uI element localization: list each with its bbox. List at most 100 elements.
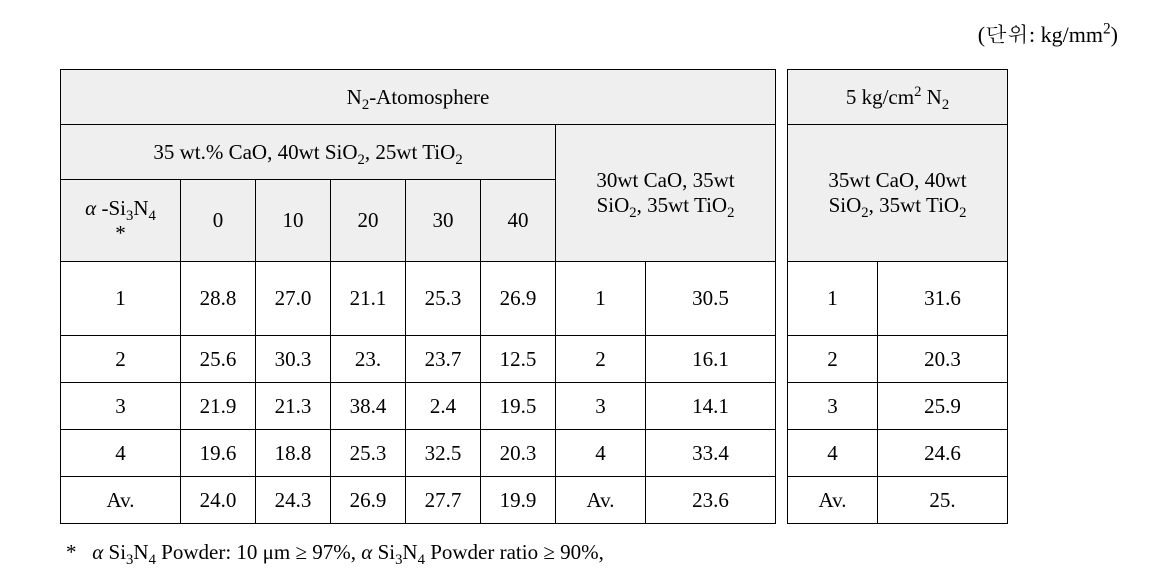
comp3-a: 35wt CaO, 40wt xyxy=(828,168,966,192)
fn-p3: Powder: 10 xyxy=(156,540,263,564)
col-30: 30 xyxy=(406,180,481,262)
comp1-s2: 2 xyxy=(455,152,462,168)
row-label: 2 xyxy=(556,336,646,383)
spacer xyxy=(776,70,788,524)
si3n4-b: N xyxy=(133,196,148,220)
hdr-alpha-si3n4: α -Si3N4 * xyxy=(61,180,181,262)
cell: 33.4 xyxy=(646,430,776,477)
unit-label: (단위: kg/mm2) xyxy=(60,18,1120,49)
cell: 38.4 xyxy=(331,383,406,430)
hdr-comp1: 35 wt.% CaO, 40wt SiO2, 25wt TiO2 xyxy=(61,125,556,180)
comp1-b: , 25wt TiO xyxy=(365,140,455,164)
fn-s4b: 4 xyxy=(418,552,425,568)
fn-star: * xyxy=(66,540,77,564)
comp3-b: SiO xyxy=(829,193,862,217)
cell: 27.7 xyxy=(406,477,481,524)
fn-mu: μ xyxy=(263,540,274,564)
star: * xyxy=(115,221,126,245)
fn-alpha1: α xyxy=(92,540,103,564)
table-row: 1 28.8 27.0 21.1 25.3 26.9 1 30.5 1 31.6 xyxy=(61,262,1008,336)
comp1-s1: 2 xyxy=(358,152,365,168)
fn-alpha2: α xyxy=(361,540,372,564)
col-0: 0 xyxy=(181,180,256,262)
col-20: 20 xyxy=(331,180,406,262)
fn-p2: N xyxy=(133,540,148,564)
fn-p4: m ≥ 97%, xyxy=(274,540,361,564)
cell: 23.7 xyxy=(406,336,481,383)
hdr-pressure: 5 kg/cm2 N2 xyxy=(788,70,1008,125)
hdr-n2-a: N xyxy=(347,85,362,109)
comp2-s2: 2 xyxy=(727,205,734,221)
cell: 16.1 xyxy=(646,336,776,383)
cell: 20.3 xyxy=(878,336,1008,383)
comp2-b: SiO xyxy=(597,193,630,217)
cell: 12.5 xyxy=(481,336,556,383)
row-label: Av. xyxy=(61,477,181,524)
si3n4-s4: 4 xyxy=(148,208,155,224)
cell: 24.0 xyxy=(181,477,256,524)
fn-s4a: 4 xyxy=(149,552,156,568)
row-label: 4 xyxy=(61,430,181,477)
hdr-p-mid: N xyxy=(921,85,941,109)
cell: 27.0 xyxy=(256,262,331,336)
hdr-n2-suf: -Atomosphere xyxy=(369,85,489,109)
unit-sup: 2 xyxy=(1103,21,1111,38)
cell: 32.5 xyxy=(406,430,481,477)
cell: 26.9 xyxy=(331,477,406,524)
cell: 23.6 xyxy=(646,477,776,524)
cell: 31.6 xyxy=(878,262,1008,336)
cell: 25.9 xyxy=(878,383,1008,430)
cell: 30.3 xyxy=(256,336,331,383)
row-label: 1 xyxy=(61,262,181,336)
cell: 25. xyxy=(878,477,1008,524)
si3n4-a: -Si xyxy=(96,196,126,220)
row-label: 1 xyxy=(788,262,878,336)
unit-suffix: ) xyxy=(1111,22,1118,47)
cell: 26.9 xyxy=(481,262,556,336)
table-row: 3 21.9 21.3 38.4 2.4 19.5 3 14.1 3 25.9 xyxy=(61,383,1008,430)
cell: 21.1 xyxy=(331,262,406,336)
table-row: 4 19.6 18.8 25.3 32.5 20.3 4 33.4 4 24.6 xyxy=(61,430,1008,477)
fn-p6: N xyxy=(402,540,417,564)
cell: 21.3 xyxy=(256,383,331,430)
hdr-p-a: 5 kg/cm xyxy=(846,85,914,109)
comp1-a: 35 wt.% CaO, 40wt SiO xyxy=(153,140,357,164)
row-label: 1 xyxy=(556,262,646,336)
cell: 21.9 xyxy=(181,383,256,430)
cell: 28.8 xyxy=(181,262,256,336)
row-label: 4 xyxy=(788,430,878,477)
cell: 19.9 xyxy=(481,477,556,524)
cell: 19.5 xyxy=(481,383,556,430)
cell: 19.6 xyxy=(181,430,256,477)
table-row: Av. 24.0 24.3 26.9 27.7 19.9 Av. 23.6 Av… xyxy=(61,477,1008,524)
cell: 30.5 xyxy=(646,262,776,336)
col-40: 40 xyxy=(481,180,556,262)
row-label: 4 xyxy=(556,430,646,477)
row-label: 3 xyxy=(61,383,181,430)
alpha: α xyxy=(85,196,96,220)
fn-p5: Si xyxy=(372,540,395,564)
row-label: Av. xyxy=(556,477,646,524)
col-10: 10 xyxy=(256,180,331,262)
row-label: Av. xyxy=(788,477,878,524)
comp2-a: 30wt CaO, 35wt xyxy=(596,168,734,192)
row-label: 3 xyxy=(556,383,646,430)
row-label: 3 xyxy=(788,383,878,430)
cell: 23. xyxy=(331,336,406,383)
cell: 24.3 xyxy=(256,477,331,524)
cell: 25.3 xyxy=(331,430,406,477)
row-label: 2 xyxy=(788,336,878,383)
cell: 2.4 xyxy=(406,383,481,430)
fn-p1: Si xyxy=(103,540,126,564)
comp2-c: , 35wt TiO xyxy=(637,193,727,217)
tables-wrap: N2-Atomosphere 5 kg/cm2 N2 35 wt.% CaO, … xyxy=(60,69,1120,524)
cell: 24.6 xyxy=(878,430,1008,477)
cell: 25.3 xyxy=(406,262,481,336)
cell: 20.3 xyxy=(481,430,556,477)
footnote: * α Si3N4 Powder: 10 μm ≥ 97%, α Si3N4 P… xyxy=(60,540,1120,565)
comp2-s1: 2 xyxy=(629,205,636,221)
cell: 18.8 xyxy=(256,430,331,477)
hdr-p-sub: 2 xyxy=(942,97,949,113)
main-table: N2-Atomosphere 5 kg/cm2 N2 35 wt.% CaO, … xyxy=(60,69,1008,524)
fn-p7: Powder ratio ≥ 90%, xyxy=(425,540,604,564)
